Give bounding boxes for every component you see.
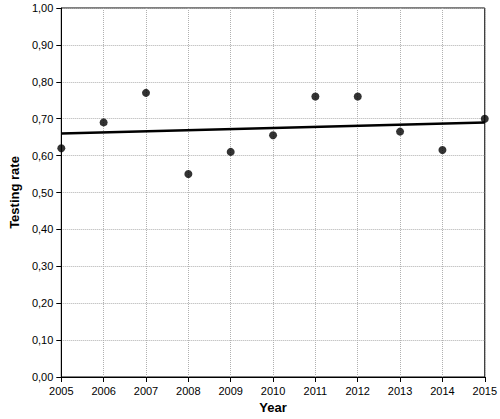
svg-text:0,60: 0,60: [32, 150, 53, 162]
svg-text:0,30: 0,30: [32, 260, 53, 272]
svg-text:0,40: 0,40: [32, 223, 53, 235]
svg-text:0,50: 0,50: [32, 187, 53, 199]
svg-text:2012: 2012: [345, 385, 369, 397]
svg-text:0,20: 0,20: [32, 297, 53, 309]
svg-text:2013: 2013: [388, 385, 412, 397]
svg-text:2015: 2015: [473, 385, 497, 397]
svg-text:2008: 2008: [176, 385, 200, 397]
svg-text:2010: 2010: [261, 385, 285, 397]
svg-text:0,00: 0,00: [32, 371, 53, 383]
svg-text:0,80: 0,80: [32, 76, 53, 88]
svg-text:0,10: 0,10: [32, 334, 53, 346]
svg-text:2009: 2009: [218, 385, 242, 397]
svg-text:2006: 2006: [91, 385, 115, 397]
svg-text:Year: Year: [259, 400, 286, 415]
svg-text:0,90: 0,90: [32, 39, 53, 51]
svg-text:Testing rate: Testing rate: [7, 156, 22, 229]
svg-text:0,70: 0,70: [32, 113, 53, 125]
svg-text:2011: 2011: [304, 385, 328, 397]
svg-text:2005: 2005: [49, 385, 73, 397]
svg-text:2014: 2014: [430, 385, 454, 397]
svg-text:2007: 2007: [134, 385, 158, 397]
svg-text:1,00: 1,00: [32, 2, 53, 14]
